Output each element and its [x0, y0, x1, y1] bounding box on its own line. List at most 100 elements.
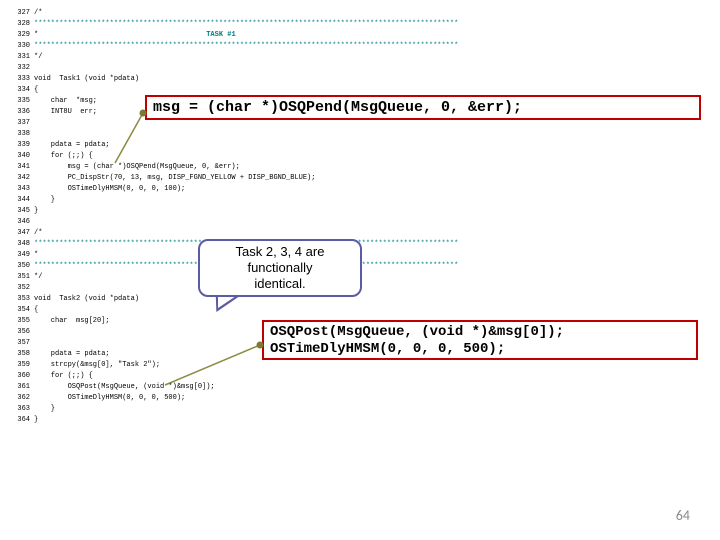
- line-content: }: [34, 404, 55, 415]
- line-number: 356: [8, 327, 34, 338]
- highlight-text-2a: OSQPost(MsgQueue, (void *)&msg[0]);: [270, 324, 690, 341]
- line-content: {: [34, 305, 38, 316]
- line-number: 351: [8, 272, 34, 283]
- line-content: ****************************************…: [34, 19, 458, 30]
- code-line: 345}: [8, 206, 458, 217]
- line-number: 334: [8, 85, 34, 96]
- line-content: for (;;) {: [34, 371, 93, 382]
- line-content: */: [34, 272, 42, 283]
- line-number: 332: [8, 63, 34, 74]
- callout-line-2: functionally: [247, 260, 312, 275]
- code-line: 363 }: [8, 404, 458, 415]
- code-line: 359 strcpy(&msg[0], "Task 2");: [8, 360, 458, 371]
- line-number: 364: [8, 415, 34, 426]
- line-content: msg = (char *)OSQPend(MsgQueue, 0, &err)…: [34, 162, 240, 173]
- line-number: 362: [8, 393, 34, 404]
- code-line: 332: [8, 63, 458, 74]
- line-number: 348: [8, 239, 34, 250]
- page-number: 64: [676, 507, 690, 524]
- line-number: 327: [8, 8, 34, 19]
- line-number: 330: [8, 41, 34, 52]
- callout-bubble: Task 2, 3, 4 are functionally identical.: [198, 239, 362, 297]
- code-line: 328*************************************…: [8, 19, 458, 30]
- code-line: 329* TASK #1: [8, 30, 458, 41]
- line-content: *: [34, 250, 38, 261]
- line-number: 359: [8, 360, 34, 371]
- line-content: OSTimeDlyHMSM(0, 0, 0, 100);: [34, 184, 185, 195]
- line-number: 357: [8, 338, 34, 349]
- line-content: pdata = pdata;: [34, 140, 110, 151]
- code-line: 331*/: [8, 52, 458, 63]
- highlight-box-osqpend: msg = (char *)OSQPend(MsgQueue, 0, &err)…: [145, 95, 701, 120]
- line-number: 349: [8, 250, 34, 261]
- line-content: char msg[20];: [34, 316, 110, 327]
- code-line: 343 OSTimeDlyHMSM(0, 0, 0, 100);: [8, 184, 458, 195]
- code-line: 327/*: [8, 8, 458, 19]
- code-line: 344 }: [8, 195, 458, 206]
- line-content: /*: [34, 228, 42, 239]
- line-number: 352: [8, 283, 34, 294]
- highlight-box-osqpost: OSQPost(MsgQueue, (void *)&msg[0]); OSTi…: [262, 320, 698, 360]
- line-number: 363: [8, 404, 34, 415]
- code-line: 333void Task1 (void *pdata): [8, 74, 458, 85]
- highlight-text-2b: OSTimeDlyHMSM(0, 0, 0, 500);: [270, 341, 690, 358]
- line-number: 335: [8, 96, 34, 107]
- code-line: 341 msg = (char *)OSQPend(MsgQueue, 0, &…: [8, 162, 458, 173]
- line-number: 339: [8, 140, 34, 151]
- highlight-text-1: msg = (char *)OSQPend(MsgQueue, 0, &err)…: [153, 99, 522, 116]
- line-number: 361: [8, 382, 34, 393]
- line-number: 343: [8, 184, 34, 195]
- line-content: void Task2 (void *pdata): [34, 294, 139, 305]
- line-number: 346: [8, 217, 34, 228]
- line-content: }: [34, 195, 55, 206]
- line-number: 360: [8, 371, 34, 382]
- line-number: 358: [8, 349, 34, 360]
- line-content: char *msg;: [34, 96, 97, 107]
- code-line: 361 OSQPost(MsgQueue, (void *)&msg[0]);: [8, 382, 458, 393]
- line-number: 331: [8, 52, 34, 63]
- line-number: 355: [8, 316, 34, 327]
- code-line: 346: [8, 217, 458, 228]
- code-line: 340 for (;;) {: [8, 151, 458, 162]
- line-number: 336: [8, 107, 34, 118]
- line-number: 344: [8, 195, 34, 206]
- line-number: 341: [8, 162, 34, 173]
- code-line: 330*************************************…: [8, 41, 458, 52]
- line-number: 342: [8, 173, 34, 184]
- line-content: * TASK #1: [34, 30, 236, 41]
- line-number: 347: [8, 228, 34, 239]
- line-content: }: [34, 206, 38, 217]
- line-number: 350: [8, 261, 34, 272]
- line-content: {: [34, 85, 38, 96]
- line-content: strcpy(&msg[0], "Task 2");: [34, 360, 160, 371]
- line-content: void Task1 (void *pdata): [34, 74, 139, 85]
- line-number: 328: [8, 19, 34, 30]
- callout-line-3: identical.: [254, 276, 305, 291]
- code-listing: 327/*328********************************…: [8, 8, 458, 426]
- line-content: ****************************************…: [34, 41, 458, 52]
- line-content: PC_DispStr(70, 13, msg, DISP_FGND_YELLOW…: [34, 173, 315, 184]
- code-line: 342 PC_DispStr(70, 13, msg, DISP_FGND_YE…: [8, 173, 458, 184]
- line-content: INT8U err;: [34, 107, 97, 118]
- line-number: 353: [8, 294, 34, 305]
- code-line: 339 pdata = pdata;: [8, 140, 458, 151]
- line-number: 340: [8, 151, 34, 162]
- line-number: 345: [8, 206, 34, 217]
- line-number: 333: [8, 74, 34, 85]
- line-number: 337: [8, 118, 34, 129]
- code-line: 362 OSTimeDlyHMSM(0, 0, 0, 500);: [8, 393, 458, 404]
- code-line: 338: [8, 129, 458, 140]
- line-content: OSTimeDlyHMSM(0, 0, 0, 500);: [34, 393, 185, 404]
- code-line: 360 for (;;) {: [8, 371, 458, 382]
- line-content: */: [34, 52, 42, 63]
- line-number: 354: [8, 305, 34, 316]
- line-content: OSQPost(MsgQueue, (void *)&msg[0]);: [34, 382, 215, 393]
- line-number: 329: [8, 30, 34, 41]
- code-line: 347/*: [8, 228, 458, 239]
- line-number: 338: [8, 129, 34, 140]
- callout-line-1: Task 2, 3, 4 are: [236, 244, 325, 259]
- line-content: pdata = pdata;: [34, 349, 110, 360]
- line-content: /*: [34, 8, 42, 19]
- line-content: for (;;) {: [34, 151, 93, 162]
- code-line: 364}: [8, 415, 458, 426]
